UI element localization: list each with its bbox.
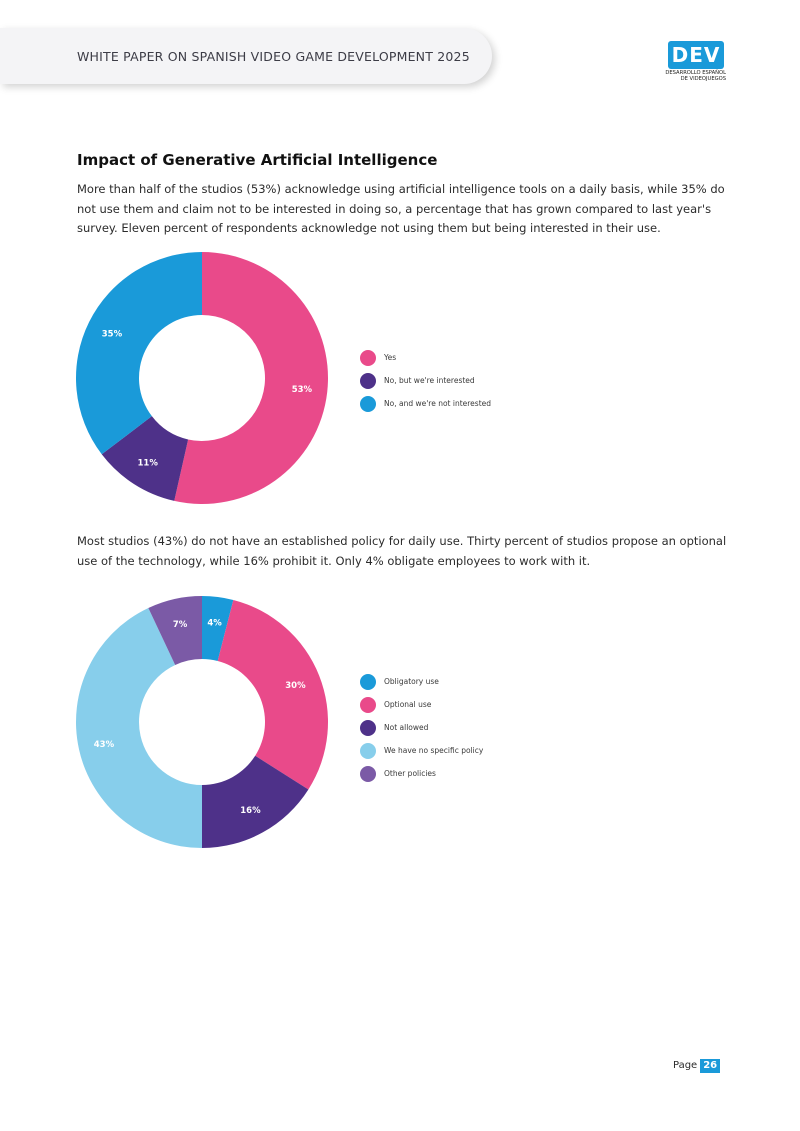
slice-other-policies	[148, 596, 202, 665]
section-title: Impact of Generative Artificial Intellig…	[77, 151, 438, 169]
legend-swatch	[360, 372, 376, 389]
slice-data-label: 53%	[292, 385, 313, 395]
legend-label: Obligatory use	[384, 677, 439, 686]
page-label: Page	[673, 1060, 698, 1071]
slice-data-label: 43%	[94, 740, 115, 750]
slice-not-allowed	[202, 755, 309, 848]
logo-mark: DEV	[668, 41, 724, 69]
slice-data-label: 11%	[137, 459, 158, 469]
legend-swatch	[360, 673, 376, 690]
legend-label: We have no specific policy	[384, 746, 484, 755]
logo-subtitle-line2: DE VIDEOJUEGOS	[680, 76, 726, 82]
paragraph-ai-policy: Most studios (43%) do not have an establ…	[77, 534, 727, 568]
legend-label: Optional use	[384, 700, 432, 709]
legend-ai-policy: Obligatory use Optional use Not allowed We …	[360, 670, 483, 785]
donut-chart-ai-policy: 4% 30% 16% 43% 7%	[76, 596, 328, 848]
legend-label: No, and we're not interested	[384, 399, 492, 408]
legend-item: Yes	[360, 346, 491, 369]
legend-item: Obligatory use	[360, 670, 483, 693]
legend-label: Other policies	[384, 769, 436, 778]
legend-swatch	[360, 742, 376, 759]
slice-optional-use	[217, 599, 328, 790]
slice-data-label: 4%	[207, 618, 222, 628]
paragraph-ai-usage: More than half of the studios (53%) ackn…	[77, 182, 725, 235]
legend-item: No, but we're interested	[360, 369, 491, 392]
page-number: Page 26	[673, 1059, 721, 1073]
logo-subtitle: DESARROLLO ESPAÑOL DE VIDEOJUEGOS	[664, 70, 726, 82]
legend-item: No, and we're not interested	[360, 392, 491, 415]
slice-yes	[174, 252, 328, 504]
legend-swatch	[360, 696, 376, 713]
logo-subtitle-line1: DESARROLLO ESPAÑOL	[665, 70, 726, 76]
legend-ai-usage: Yes No, but we're interested No, and we're…	[360, 346, 491, 415]
legend-swatch	[360, 765, 376, 782]
legend-label: Not allowed	[384, 723, 429, 732]
header-tab	[0, 28, 492, 84]
legend-label: No, but we're interested	[384, 376, 475, 385]
dev-logo: DEV DESARROLLO ESPAÑOL DE VIDEOJUEGOS	[664, 41, 726, 83]
donut-chart-ai-usage: 53% 11% 35%	[76, 252, 328, 504]
slice-data-label: 16%	[240, 806, 261, 816]
slice-data-label: 30%	[285, 681, 306, 691]
legend-item: We have no specific policy	[360, 739, 483, 762]
legend-item: Optional use	[360, 693, 483, 716]
legend-swatch	[360, 395, 376, 412]
page-number-badge: 26	[700, 1059, 721, 1073]
header-title: WHITE PAPER ON SPANISH VIDEO GAME DEVELO…	[77, 49, 470, 64]
legend-item: Not allowed	[360, 716, 483, 739]
slice-obligatory-use	[202, 596, 234, 661]
legend-swatch	[360, 719, 376, 736]
slice-no-and-we-re-not-interested	[76, 252, 202, 455]
slice-data-label: 35%	[102, 329, 123, 339]
slice-no-but-we-re-interested	[101, 416, 189, 501]
legend-swatch	[360, 349, 376, 366]
slice-we-have-no-specific-policy	[76, 607, 202, 848]
legend-item: Other policies	[360, 762, 483, 785]
slice-data-label: 7%	[173, 620, 188, 630]
legend-label: Yes	[384, 353, 397, 362]
